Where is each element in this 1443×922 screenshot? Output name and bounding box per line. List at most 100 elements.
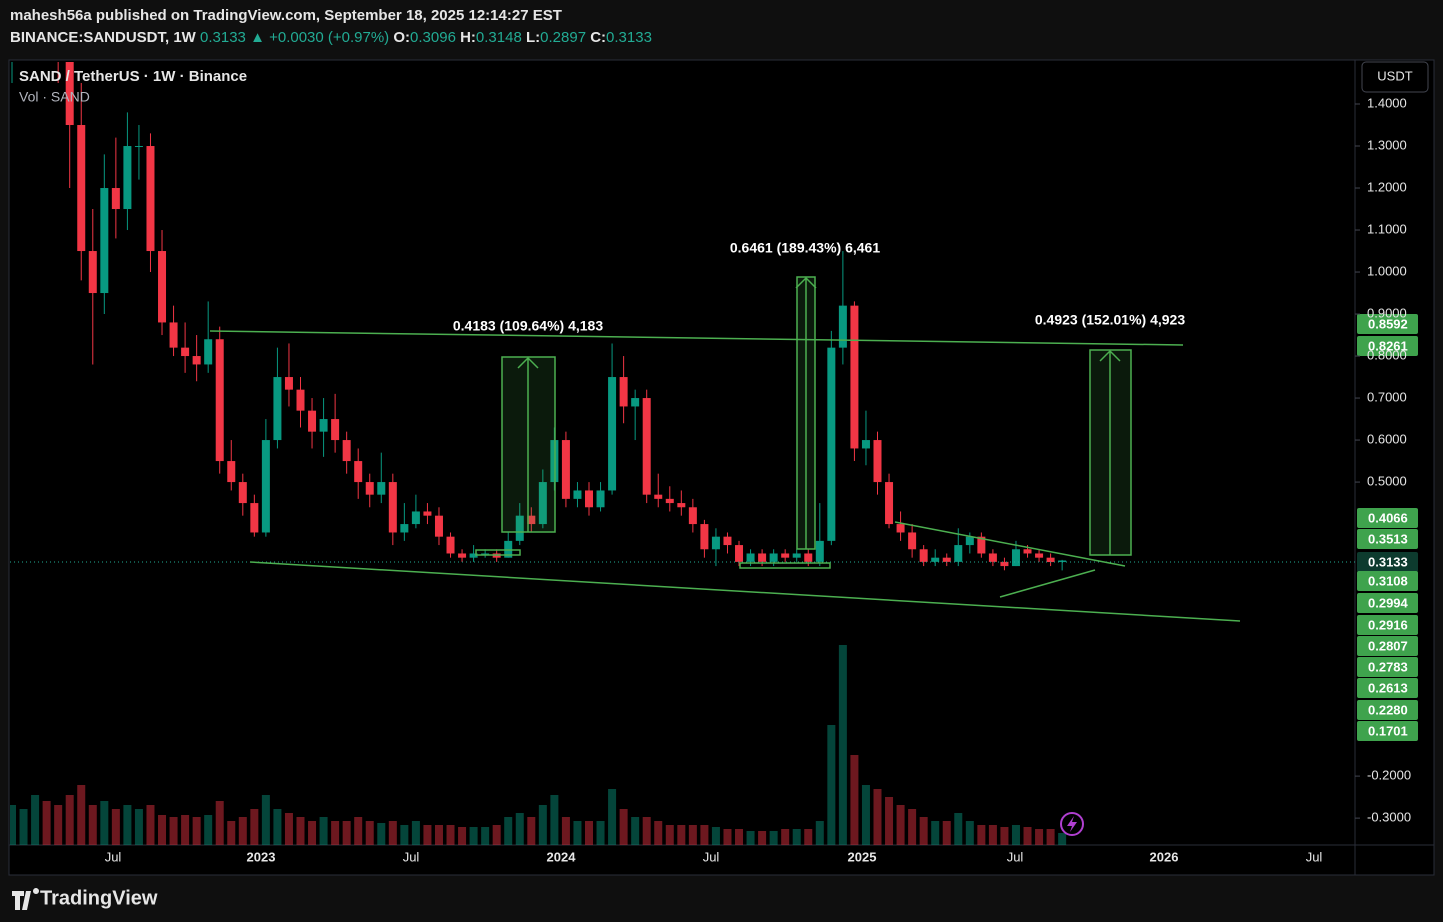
y-tick-label: 0.5000 <box>1367 474 1407 489</box>
volume-bar <box>1035 829 1044 845</box>
x-tick-label: 2025 <box>848 849 877 864</box>
candle-body <box>573 490 582 499</box>
ohlc-value: 0.3133 <box>606 29 652 46</box>
volume-bar <box>169 817 178 845</box>
volume-bar <box>746 831 755 845</box>
volume-bar <box>458 827 467 845</box>
volume-bar <box>1011 825 1020 845</box>
ohlc-label: O: <box>393 29 411 46</box>
candle-body <box>446 536 455 554</box>
candle-body <box>388 482 397 533</box>
price-tag: 0.2916 <box>1368 617 1408 632</box>
currency-button[interactable] <box>1361 61 1429 93</box>
candle-body <box>608 377 617 491</box>
volume-bar <box>931 821 940 845</box>
candle-body <box>654 494 663 499</box>
candle-body <box>735 545 744 562</box>
volume-bar <box>792 829 801 845</box>
annotation: 0.4923 (152.01%) 4,923 <box>1035 312 1185 328</box>
ohlc-value: 0.2897 <box>540 29 587 46</box>
volume-bar <box>19 809 28 845</box>
volume-bar <box>585 821 593 845</box>
candle-body <box>342 440 351 462</box>
candle-body <box>469 553 478 558</box>
candle-body <box>111 188 120 210</box>
candle-body <box>885 482 894 525</box>
volume-bar <box>238 817 247 845</box>
volume-bar <box>700 825 709 845</box>
y-tick-label: 1.4000 <box>1367 95 1407 110</box>
candle-body <box>204 339 213 365</box>
volume-bar <box>492 825 501 845</box>
candle-body <box>838 305 847 348</box>
volume-bar <box>677 825 686 845</box>
volume-bar <box>538 805 547 845</box>
candle-body <box>158 251 167 323</box>
candle-body <box>515 515 524 541</box>
candle-body <box>711 536 720 550</box>
candle-body <box>411 511 420 525</box>
volume-bar <box>781 829 790 845</box>
y-tick-label: 1.0000 <box>1367 263 1407 278</box>
candle-body <box>538 482 547 525</box>
candle-body <box>804 553 813 562</box>
candle-body <box>319 419 328 432</box>
x-tick-label: 2024 <box>547 849 577 864</box>
volume-bar <box>54 805 63 845</box>
volume-bar <box>411 821 420 845</box>
x-tick-label: Jul <box>1007 849 1024 864</box>
candle-body <box>296 389 305 411</box>
ohlc-label: C: <box>590 29 607 46</box>
ohlc-value: 0.3148 <box>475 29 522 46</box>
price-tag-bg <box>1357 678 1418 698</box>
volume-bar <box>192 817 201 845</box>
volume-bar <box>284 813 293 845</box>
price-tag: 0.8592 <box>1368 316 1408 331</box>
volume-bar <box>504 817 513 845</box>
candle-body <box>77 125 86 252</box>
price-tag-bg <box>1357 721 1418 741</box>
volume-bar <box>688 825 697 845</box>
lightning-icon[interactable] <box>1067 816 1077 832</box>
ohlc-label: H: <box>460 29 476 46</box>
volume-bar <box>550 795 559 845</box>
price-tag-bg <box>1357 615 1418 635</box>
volume-bar <box>758 831 767 845</box>
candle-body <box>8 20 16 41</box>
price-tag-bg <box>1357 571 1418 591</box>
candle-body <box>781 553 790 558</box>
candle-body <box>423 511 432 516</box>
candle-body <box>377 482 386 495</box>
footer <box>0 880 1443 922</box>
volume-bar <box>954 813 963 845</box>
symbol-line: BINANCE:SANDUSDT, 1W 0.3133 ▲ +0.0030 (+… <box>10 29 652 46</box>
candle-body <box>434 515 443 537</box>
candle-body <box>561 440 570 499</box>
candle-body <box>965 536 974 546</box>
volume-bar <box>965 821 974 845</box>
lightning-icon[interactable] <box>1060 812 1084 836</box>
candle-body <box>688 507 697 525</box>
currency[interactable]: USDT <box>1377 68 1412 83</box>
volume-bar <box>665 825 674 845</box>
candle-body <box>596 490 605 508</box>
candle-body <box>942 557 951 562</box>
volume-bar <box>227 821 236 845</box>
price-tag: 0.8261 <box>1368 338 1408 353</box>
legend-title: SAND / TetherUS · 1W · Binance <box>19 68 247 85</box>
x-tick-label: 2026 <box>1150 849 1179 864</box>
price-tag: 0.3108 <box>1368 573 1408 588</box>
candle-body <box>273 377 282 441</box>
volume-bar <box>65 795 74 845</box>
y-tick-label: 0.6000 <box>1367 431 1407 446</box>
candle-body <box>181 347 190 357</box>
candle-body <box>215 339 224 462</box>
volume-bar <box>423 825 432 845</box>
volume-bar <box>215 801 224 845</box>
candle-body <box>977 536 986 554</box>
volume-bar <box>1046 829 1055 845</box>
volume-bar <box>619 809 628 845</box>
volume-bar <box>908 809 917 845</box>
x-tick-label: Jul <box>105 849 122 864</box>
